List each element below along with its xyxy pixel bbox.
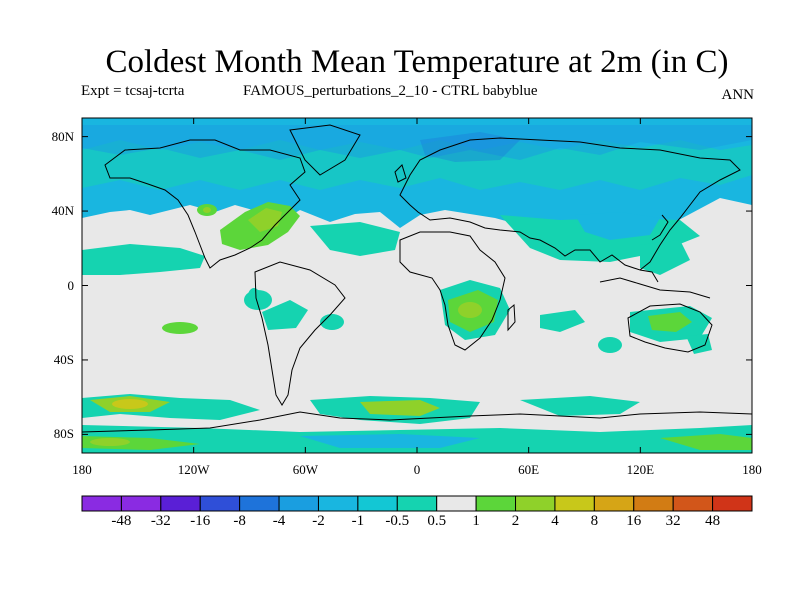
contour-siberia-cold — [420, 132, 520, 162]
colorbar-label: -32 — [150, 513, 171, 529]
colorbar-box — [239, 495, 280, 512]
contour-nz-band — [686, 334, 712, 354]
map-ticks — [81, 118, 753, 453]
contour-australia-warm — [648, 312, 692, 332]
lat-tick-label: 40N — [51, 203, 74, 219]
colorbar-label: -4 — [272, 513, 286, 529]
contour-satl-band — [320, 314, 344, 330]
lon-tick-label: 120E — [626, 462, 655, 477]
lon-tick-label: 60W — [292, 462, 318, 477]
contour-na-west-warmer — [203, 207, 211, 213]
coastline-greenland — [289, 124, 361, 176]
lat-tick-label: 0 — [67, 277, 75, 293]
contour-africa-warmer — [458, 302, 482, 318]
coastline-eurasia — [399, 137, 741, 271]
colorbar-box — [554, 495, 595, 512]
coastline-africa — [399, 231, 506, 351]
lon-tick-label: 120W — [177, 462, 210, 477]
lon-tick-label: 180 — [72, 462, 92, 477]
lon-tick-label: 180 — [742, 462, 762, 477]
colorbar-label: -48 — [111, 513, 132, 529]
lon-tick-label: 0 — [413, 462, 421, 477]
contour-sa-band — [262, 300, 308, 330]
colorbar-label: 16 — [626, 513, 642, 529]
colorbar-box — [475, 495, 517, 512]
coastline-madagascar — [507, 303, 516, 332]
contour-sindian-south — [520, 396, 640, 416]
coastline-australia — [627, 303, 713, 353]
colorbar-label: 0.5 — [427, 513, 447, 529]
contour-antarctic-cold — [300, 434, 480, 448]
colorbar-label: 2 — [511, 513, 520, 529]
colorbar-box — [712, 495, 753, 512]
coastline-uk — [394, 164, 407, 183]
coastline-north-america — [104, 139, 306, 269]
colorbar-box — [515, 495, 556, 512]
colorbar-box — [199, 495, 241, 512]
contour-spacific-band — [162, 322, 198, 334]
coastlines — [82, 124, 752, 433]
colorbar-label: -0.5 — [385, 513, 410, 529]
contour-southern-warmer — [112, 399, 148, 409]
colorbar-box — [593, 495, 635, 512]
colorbar-box — [160, 495, 201, 512]
colorbar-box — [396, 495, 438, 512]
contour-east-asia-band — [640, 240, 690, 275]
colorbar-label: 48 — [705, 513, 721, 529]
contour-arctic-cold — [82, 125, 752, 160]
contour-antarctic-warmer — [90, 438, 130, 446]
coastline-south-america — [254, 261, 346, 406]
colorbar-label: 8 — [590, 513, 599, 529]
contour-pacific-band — [82, 244, 205, 275]
colorbar-label: -8 — [233, 513, 246, 529]
colorbar-box — [120, 495, 162, 512]
lat-tick-label: 40S — [53, 351, 74, 367]
colorbar-box — [278, 495, 319, 512]
perturbation-label: FAMOUS_perturbations_2_10 - CTRL babyblu… — [243, 83, 538, 99]
colorbar-label: -2 — [312, 513, 325, 529]
colorbar-label: 1 — [472, 513, 480, 529]
lat-tick-label: 80N — [51, 128, 74, 144]
contour-asia-cold — [575, 212, 660, 240]
lon-tick-label: 60E — [518, 462, 540, 477]
map-title: Coldest Month Mean Temperature at 2m (in… — [105, 44, 729, 80]
coastline-indonesia — [599, 269, 711, 299]
colorbar-box — [436, 495, 477, 512]
colorbar-label: -1 — [351, 513, 365, 529]
colorbar-box — [633, 495, 674, 512]
season-label: ANN — [721, 87, 755, 103]
contour-sindian-band — [598, 337, 622, 353]
colorbar-box — [81, 495, 122, 512]
colorbar-box — [672, 495, 714, 512]
lat-tick-label: 80S — [53, 426, 74, 442]
contour-indian-band — [540, 310, 585, 332]
coastline-antarctica — [82, 411, 752, 433]
coastline-japan — [651, 214, 669, 241]
colorbar-box — [317, 495, 359, 512]
colorbar-label: 32 — [665, 513, 681, 529]
contour-satl-south-warm — [360, 400, 440, 416]
experiment-label: Expt = tcsaj-tcrta — [81, 83, 185, 99]
contour-tropic-band — [248, 288, 260, 304]
contour-antarctic-warm-east — [660, 434, 752, 450]
contour-atlantic-band — [310, 222, 400, 256]
colorbar-box — [357, 495, 398, 512]
colorbar-label: 4 — [551, 513, 559, 529]
colorbar — [81, 495, 753, 512]
colorbar-label: -16 — [190, 513, 211, 529]
